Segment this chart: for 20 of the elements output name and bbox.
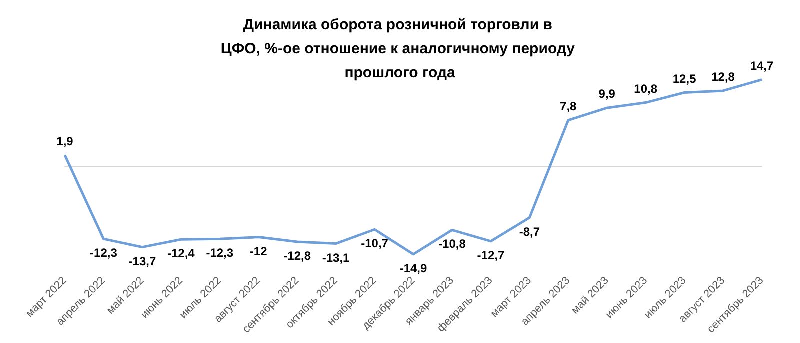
data-label: -12,3 bbox=[90, 246, 118, 260]
data-label: -12,8 bbox=[284, 249, 312, 264]
data-label: -12 bbox=[250, 244, 268, 258]
data-label: -10,8 bbox=[438, 237, 466, 252]
data-label: 14,7 bbox=[750, 58, 774, 73]
data-label: 12,8 bbox=[712, 70, 736, 84]
data-label: -12,7 bbox=[477, 248, 505, 262]
data-label: -13,7 bbox=[128, 254, 156, 268]
data-label: -12,4 bbox=[167, 246, 196, 261]
data-label: 7,8 bbox=[560, 99, 578, 114]
data-label: 10,8 bbox=[634, 82, 658, 96]
data-label: -12,3 bbox=[206, 246, 234, 260]
data-label: -10,7 bbox=[361, 236, 389, 251]
chart-title: Динамика оборота розничной торговли в ЦФО, %-ое отношение к аналогичному периоду прошлого года bbox=[220, 16, 580, 82]
data-label: -8,7 bbox=[519, 224, 540, 239]
data-label: -13,1 bbox=[322, 250, 350, 265]
data-label: 9,9 bbox=[598, 87, 616, 102]
data-label: 1,9 bbox=[56, 134, 74, 148]
data-label: -14,9 bbox=[400, 261, 428, 276]
data-label: 12,5 bbox=[672, 72, 697, 86]
